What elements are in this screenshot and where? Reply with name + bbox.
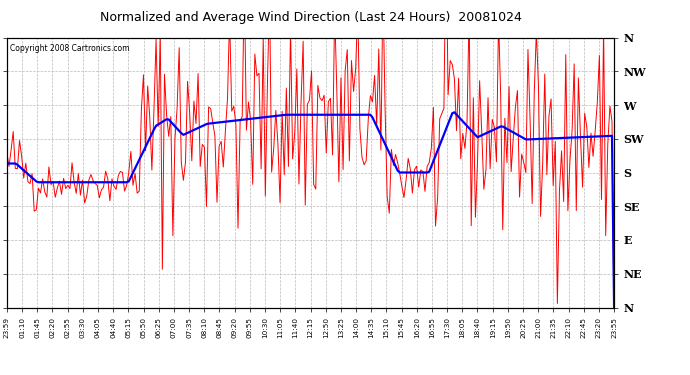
Text: Normalized and Average Wind Direction (Last 24 Hours)  20081024: Normalized and Average Wind Direction (L… <box>99 11 522 24</box>
Text: Copyright 2008 Cartronics.com: Copyright 2008 Cartronics.com <box>10 44 130 53</box>
